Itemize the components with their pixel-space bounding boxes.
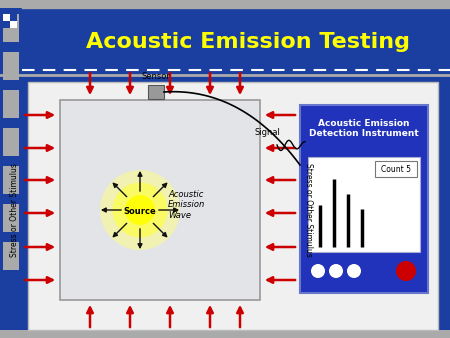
Bar <box>3 14 10 21</box>
Circle shape <box>311 264 325 278</box>
Ellipse shape <box>100 170 180 250</box>
Text: Count 5: Count 5 <box>381 165 411 173</box>
Bar <box>0 330 450 338</box>
Bar <box>308 157 420 252</box>
Bar <box>300 105 428 293</box>
Bar <box>60 100 260 300</box>
Bar <box>3 128 19 156</box>
Text: Source: Source <box>124 208 157 217</box>
Bar <box>148 85 164 99</box>
Text: Acoustic Emission Testing: Acoustic Emission Testing <box>86 32 410 52</box>
Bar <box>3 14 19 42</box>
Text: Stress or Other Stimulus: Stress or Other Stimulus <box>303 163 312 257</box>
Circle shape <box>347 264 361 278</box>
Text: Acoustic
Emission
Wave: Acoustic Emission Wave <box>168 190 205 220</box>
Bar <box>3 52 19 80</box>
Bar <box>10 14 17 21</box>
Bar <box>22 8 450 70</box>
Circle shape <box>396 261 416 281</box>
Bar <box>375 161 417 177</box>
Ellipse shape <box>125 195 155 225</box>
Bar <box>3 204 19 232</box>
Bar <box>0 8 22 338</box>
Bar <box>3 242 19 270</box>
Text: Acoustic Emission
Detection Instrument: Acoustic Emission Detection Instrument <box>309 119 419 138</box>
Text: Signal: Signal <box>254 128 280 137</box>
Bar <box>3 90 19 118</box>
Bar <box>3 21 10 28</box>
Circle shape <box>329 264 343 278</box>
Bar <box>28 82 438 330</box>
Bar <box>10 21 17 28</box>
Text: Stress or Other Stimulus: Stress or Other Stimulus <box>10 163 19 257</box>
Bar <box>3 166 19 194</box>
Bar <box>0 0 450 8</box>
Text: Sensor: Sensor <box>142 72 171 81</box>
Ellipse shape <box>112 183 167 238</box>
